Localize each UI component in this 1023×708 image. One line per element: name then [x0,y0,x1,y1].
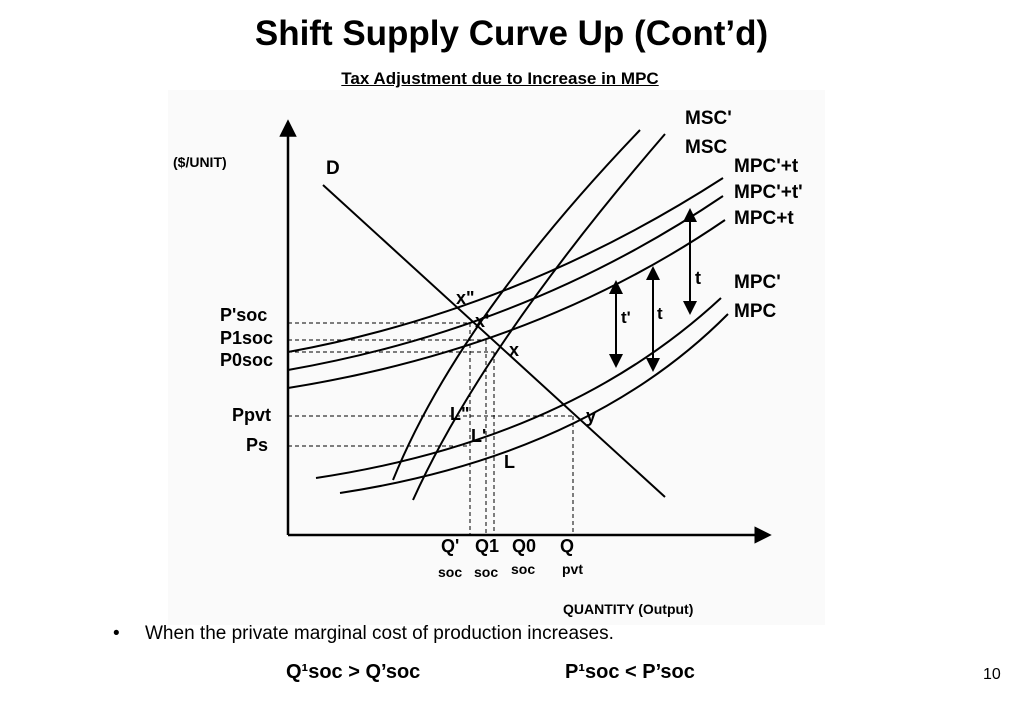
mpc-curve [339,313,729,494]
slide-title: Shift Supply Curve Up (Cont’d) [254,14,769,53]
l-prime-label: L' [471,426,486,446]
q-pvt-sub-label: pvt [562,561,583,577]
quantity-guide-lines [469,323,574,535]
q0-sub-label: soc [511,561,535,577]
p-pvt-label: Ppvt [232,405,271,425]
mpc-prime-plus-t-prime-label: MPC'+t' [734,182,803,203]
q-prime-label: Q' [441,536,459,556]
x-label: x [509,340,519,360]
msc-prime-curve [392,129,641,481]
p-prime-soc-label: P'soc [220,305,267,325]
p1-soc-label: P1soc [220,328,273,348]
msc-label: MSC [685,137,728,158]
price-relation: P¹soc < P’soc [565,661,695,683]
mpc-prime-plus-t-curve [287,177,724,353]
q1-sub-label: soc [474,564,498,580]
t-prime-label: t' [621,308,631,327]
l-label: L [504,452,515,472]
bullet-marker: • [113,623,120,644]
demand-label: D [326,158,340,179]
t-right-label: t [695,268,701,288]
q0-label: Q0 [512,536,536,556]
q-prime-sub-label: soc [438,564,462,580]
demand-curve [322,184,666,498]
diagram-svg: ($/UNIT) QUANTITY (Output) D MSC' MSC MP… [173,108,803,617]
mpc-prime-plus-t-prime-curve [287,195,724,371]
p-s-label: Ps [246,435,268,455]
p0-soc-label: P0soc [220,350,273,370]
mpc-prime-label: MPC' [734,272,781,293]
x-double-prime-label: x" [456,288,475,308]
q1-label: Q1 [475,536,499,556]
quantity-relation: Q¹soc > Q’soc [286,661,421,683]
y-label: y [586,406,596,426]
x-prime-label: x' [475,311,489,331]
l-double-prime-label: L" [450,404,470,424]
price-guide-lines [288,322,573,447]
bullet-point: • When the private marginal cost of produ… [113,623,614,645]
mpc-plus-t-label: MPC+t [734,208,794,229]
page-number: 10 [983,666,1001,683]
slide-subtitle: Tax Adjustment due to Increase in MPC [341,69,659,88]
bullet-text: When the private marginal cost of produc… [145,623,614,644]
supply-shift-diagram: ($/UNIT) QUANTITY (Output) D MSC' MSC MP… [168,90,825,625]
y-axis-label: ($/UNIT) [173,154,227,170]
q-pvt-label: Q [560,536,574,556]
mpc-plus-t-curve [287,219,726,389]
mpc-label: MPC [734,301,777,322]
x-axis-label: QUANTITY (Output) [563,601,693,617]
mpc-prime-curve [315,297,722,479]
mpc-prime-plus-t-label: MPC'+t [734,156,799,177]
msc-prime-label: MSC' [685,108,732,129]
t-middle-label: t [657,304,663,323]
